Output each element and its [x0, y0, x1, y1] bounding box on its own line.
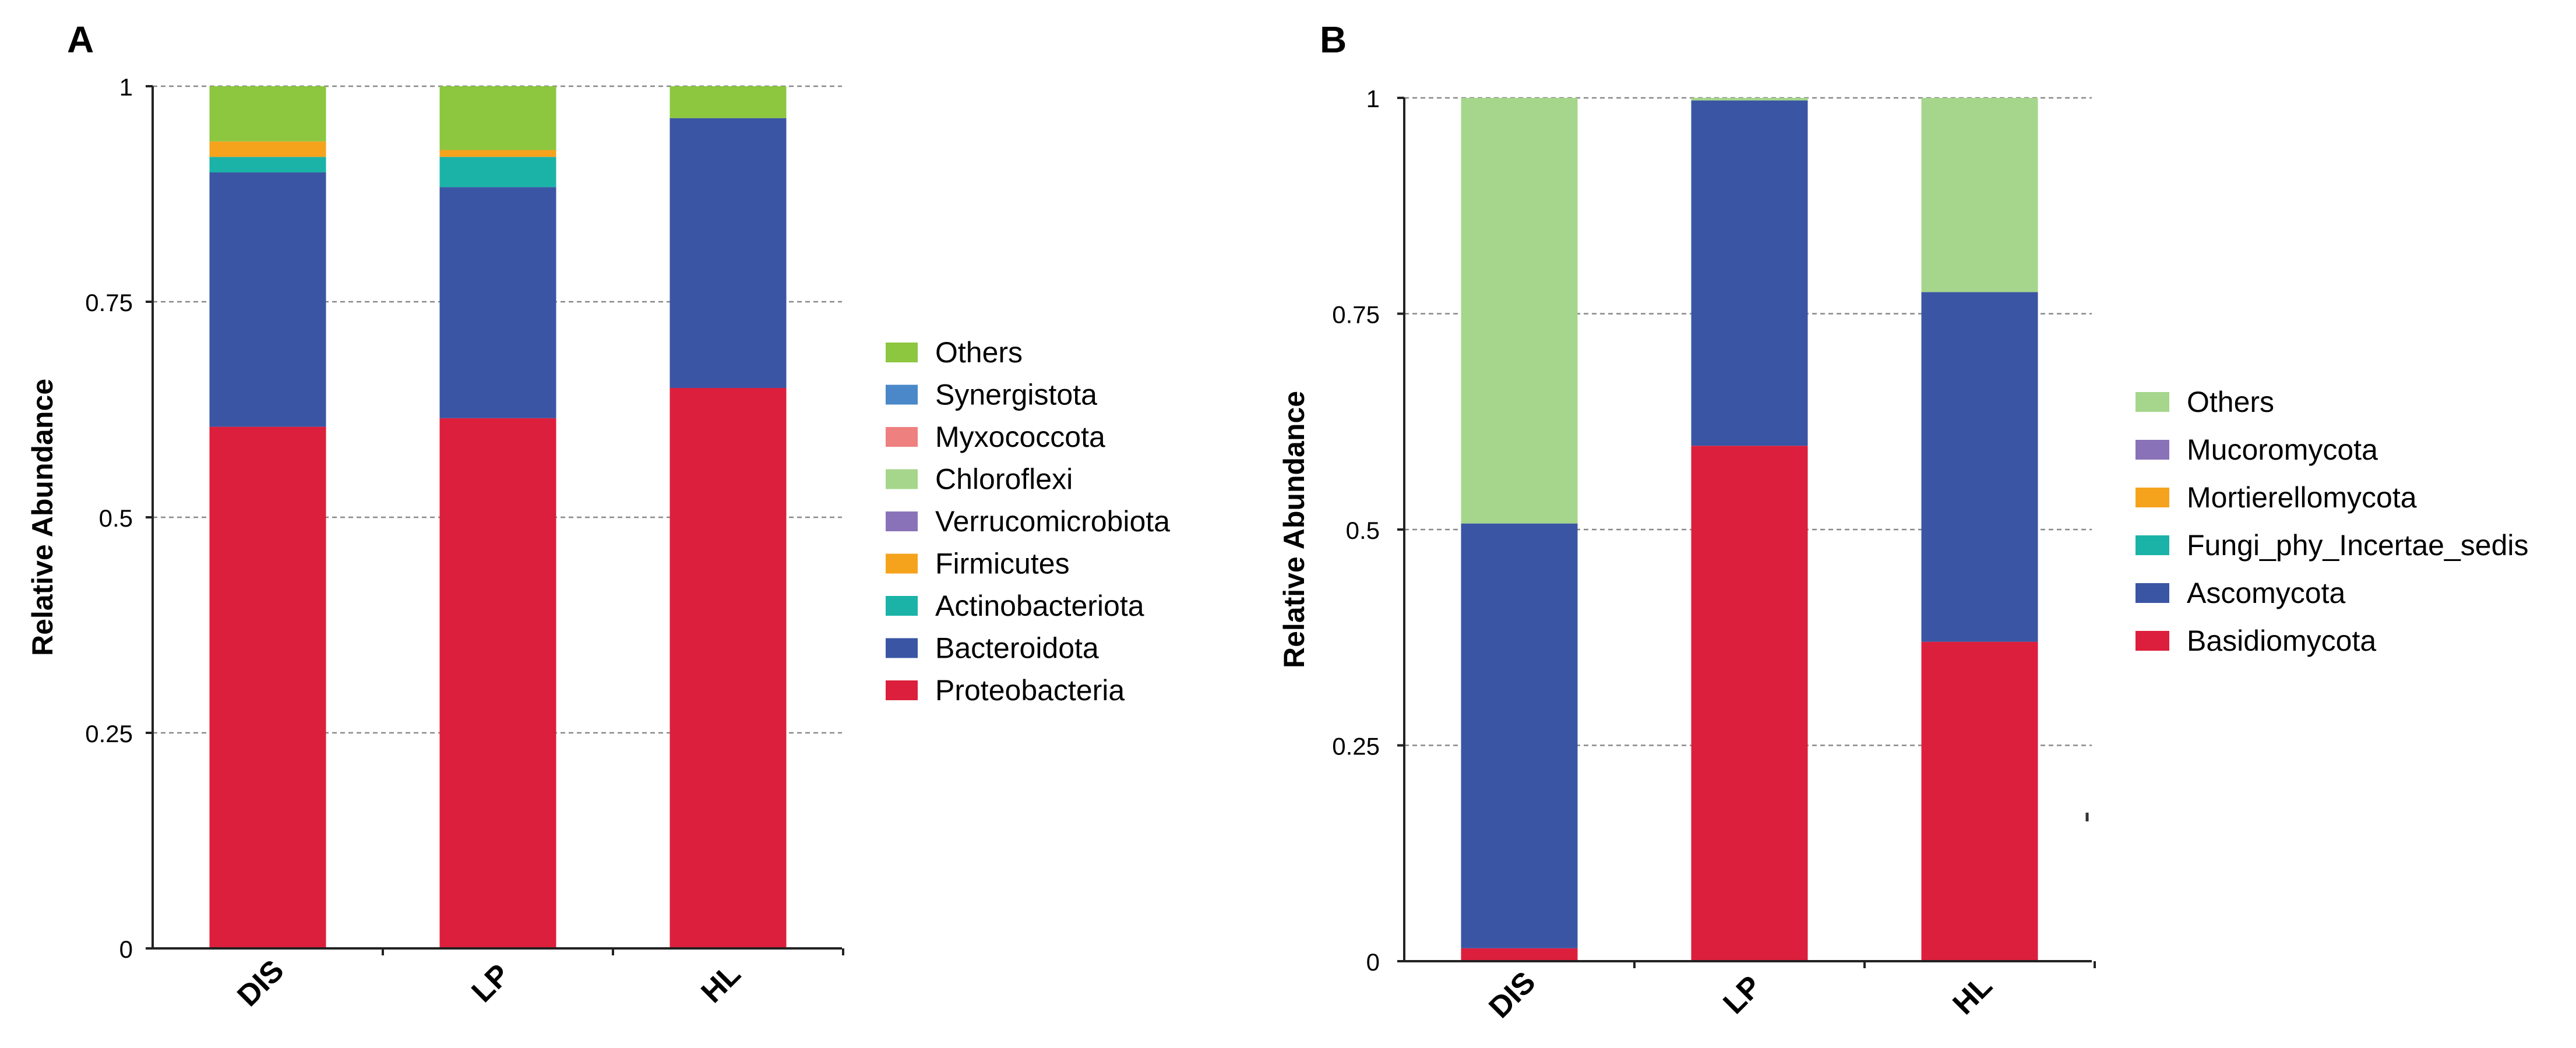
legend-label: Chloroflexi: [935, 463, 1073, 496]
bar-segment: [669, 118, 787, 388]
y-tick-label: 1: [1366, 85, 1380, 112]
y-tick-label: 0.5: [99, 504, 133, 532]
bar-segment: [1921, 98, 2038, 292]
bar-segment: [439, 86, 556, 150]
bar-segment: [1691, 98, 1808, 101]
legend-swatch: [2135, 535, 2169, 555]
bars: [1461, 98, 2038, 961]
x-tick-label: DIS: [231, 954, 290, 1013]
y-tick-label: 1: [119, 73, 133, 101]
bar-segment: [209, 172, 326, 427]
legend-label: Firmicutes: [935, 548, 1070, 580]
legend-swatch: [886, 427, 918, 447]
x-tick-labels: DIS LP HL: [231, 954, 747, 1013]
y-tick-label: 0.75: [85, 289, 133, 316]
legend-label: Bacteroidota: [935, 632, 1099, 665]
legend-swatch: [2135, 440, 2169, 460]
y-axis-label: Relative Abundance: [1278, 391, 1310, 668]
bars: [209, 86, 787, 948]
legend-swatch: [2135, 392, 2169, 412]
bar-segment: [209, 157, 326, 172]
legend-swatch: [886, 680, 918, 700]
y-tick-label: 0.25: [85, 720, 133, 747]
legend-swatch: [886, 384, 918, 405]
bar-segment: [439, 150, 556, 157]
legend-label: Mucoromycota: [2187, 433, 2378, 466]
legend: Others Synergistota Myxococcota Chloroflexi…: [886, 336, 1170, 707]
y-tick-label: 0.75: [1332, 301, 1380, 329]
bar-segment: [669, 388, 787, 948]
legend-swatch: [886, 596, 918, 616]
bar-segment: [439, 187, 556, 418]
legend-label: Verrucomicrobiota: [935, 505, 1170, 538]
axes: [1397, 97, 2096, 968]
legend-label: Myxococcota: [935, 421, 1105, 453]
legend-swatch: [886, 469, 918, 489]
y-tick-label: 0.25: [1332, 733, 1380, 760]
bar-segment: [1691, 100, 1808, 446]
panel-label: A: [67, 19, 94, 61]
bar-segment: [209, 426, 326, 948]
panel-b: B 0 0.25 0.5 0.75 1 DIS LP HL Relative Abundan…: [1278, 19, 2529, 1025]
axes: [146, 85, 844, 955]
y-axis-label: Relative Abundance: [26, 379, 59, 656]
bar-segment: [439, 418, 556, 948]
y-tick-label: 0: [119, 936, 133, 963]
x-tick-label: HL: [695, 957, 747, 1010]
bar-segment: [1921, 292, 2038, 642]
legend-swatch: [886, 553, 918, 574]
legend-label: Others: [2187, 386, 2274, 418]
panel-a: A 0 0.25 0.5 0.75 1 DIS LP HL Relative Abundan…: [26, 19, 1170, 1013]
bar-segment: [209, 86, 326, 142]
y-tick-labels: 0 0.25 0.5 0.75 1: [1332, 85, 1380, 976]
legend: Others Mucoromycota Mortierellomycota Fungi…: [2135, 386, 2529, 657]
legend-swatch: [886, 343, 918, 362]
bar-segment: [209, 141, 326, 157]
legend-swatch: [886, 511, 918, 531]
bar-segment: [1921, 641, 2038, 961]
x-tick-label: LP: [465, 958, 516, 1009]
legend-swatch: [2135, 583, 2169, 603]
y-tick-labels: 0 0.25 0.5 0.75 1: [85, 73, 133, 963]
legend-label: Actinobacteriota: [935, 590, 1144, 622]
legend-label: Fungi_phy_Incertae_sedis: [2187, 529, 2529, 562]
panel-label: B: [1320, 19, 1347, 61]
legend-label: Mortierellomycota: [2187, 481, 2417, 514]
bar-segment: [1461, 98, 1578, 524]
legend-label: Basidiomycota: [2187, 624, 2376, 657]
x-tick-labels: DIS LP HL: [1482, 965, 1999, 1025]
x-tick-label: LP: [1717, 969, 1768, 1021]
y-tick-label: 0.5: [1346, 517, 1380, 544]
legend-label: Ascomycota: [2187, 577, 2346, 609]
bar-segment: [669, 86, 787, 118]
bar-segment: [1461, 523, 1578, 948]
legend-swatch: [886, 638, 918, 658]
y-tick-label: 0: [1366, 948, 1380, 976]
bar-segment: [1461, 948, 1578, 961]
legend-swatch: [2135, 631, 2169, 651]
x-tick-label: HL: [1946, 969, 1999, 1021]
legend-label: Proteobacteria: [935, 674, 1125, 707]
legend-label: Others: [935, 336, 1023, 369]
legend-swatch: [2135, 488, 2169, 507]
bar-segment: [1691, 446, 1808, 961]
x-tick-label: DIS: [1482, 965, 1542, 1025]
legend-label: Synergistota: [935, 379, 1097, 411]
bar-segment: [439, 157, 556, 188]
